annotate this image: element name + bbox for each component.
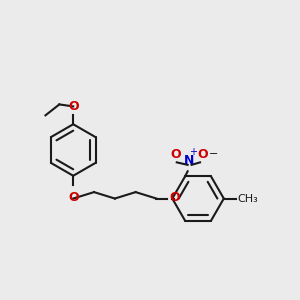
Text: O: O [68,100,79,113]
Text: N: N [184,154,194,167]
Text: O: O [68,190,79,204]
Text: O: O [170,148,181,161]
Text: CH₃: CH₃ [237,194,258,203]
Text: −: − [208,149,218,159]
Text: +: + [189,147,196,158]
Text: O: O [170,191,180,204]
Text: O: O [198,148,208,161]
